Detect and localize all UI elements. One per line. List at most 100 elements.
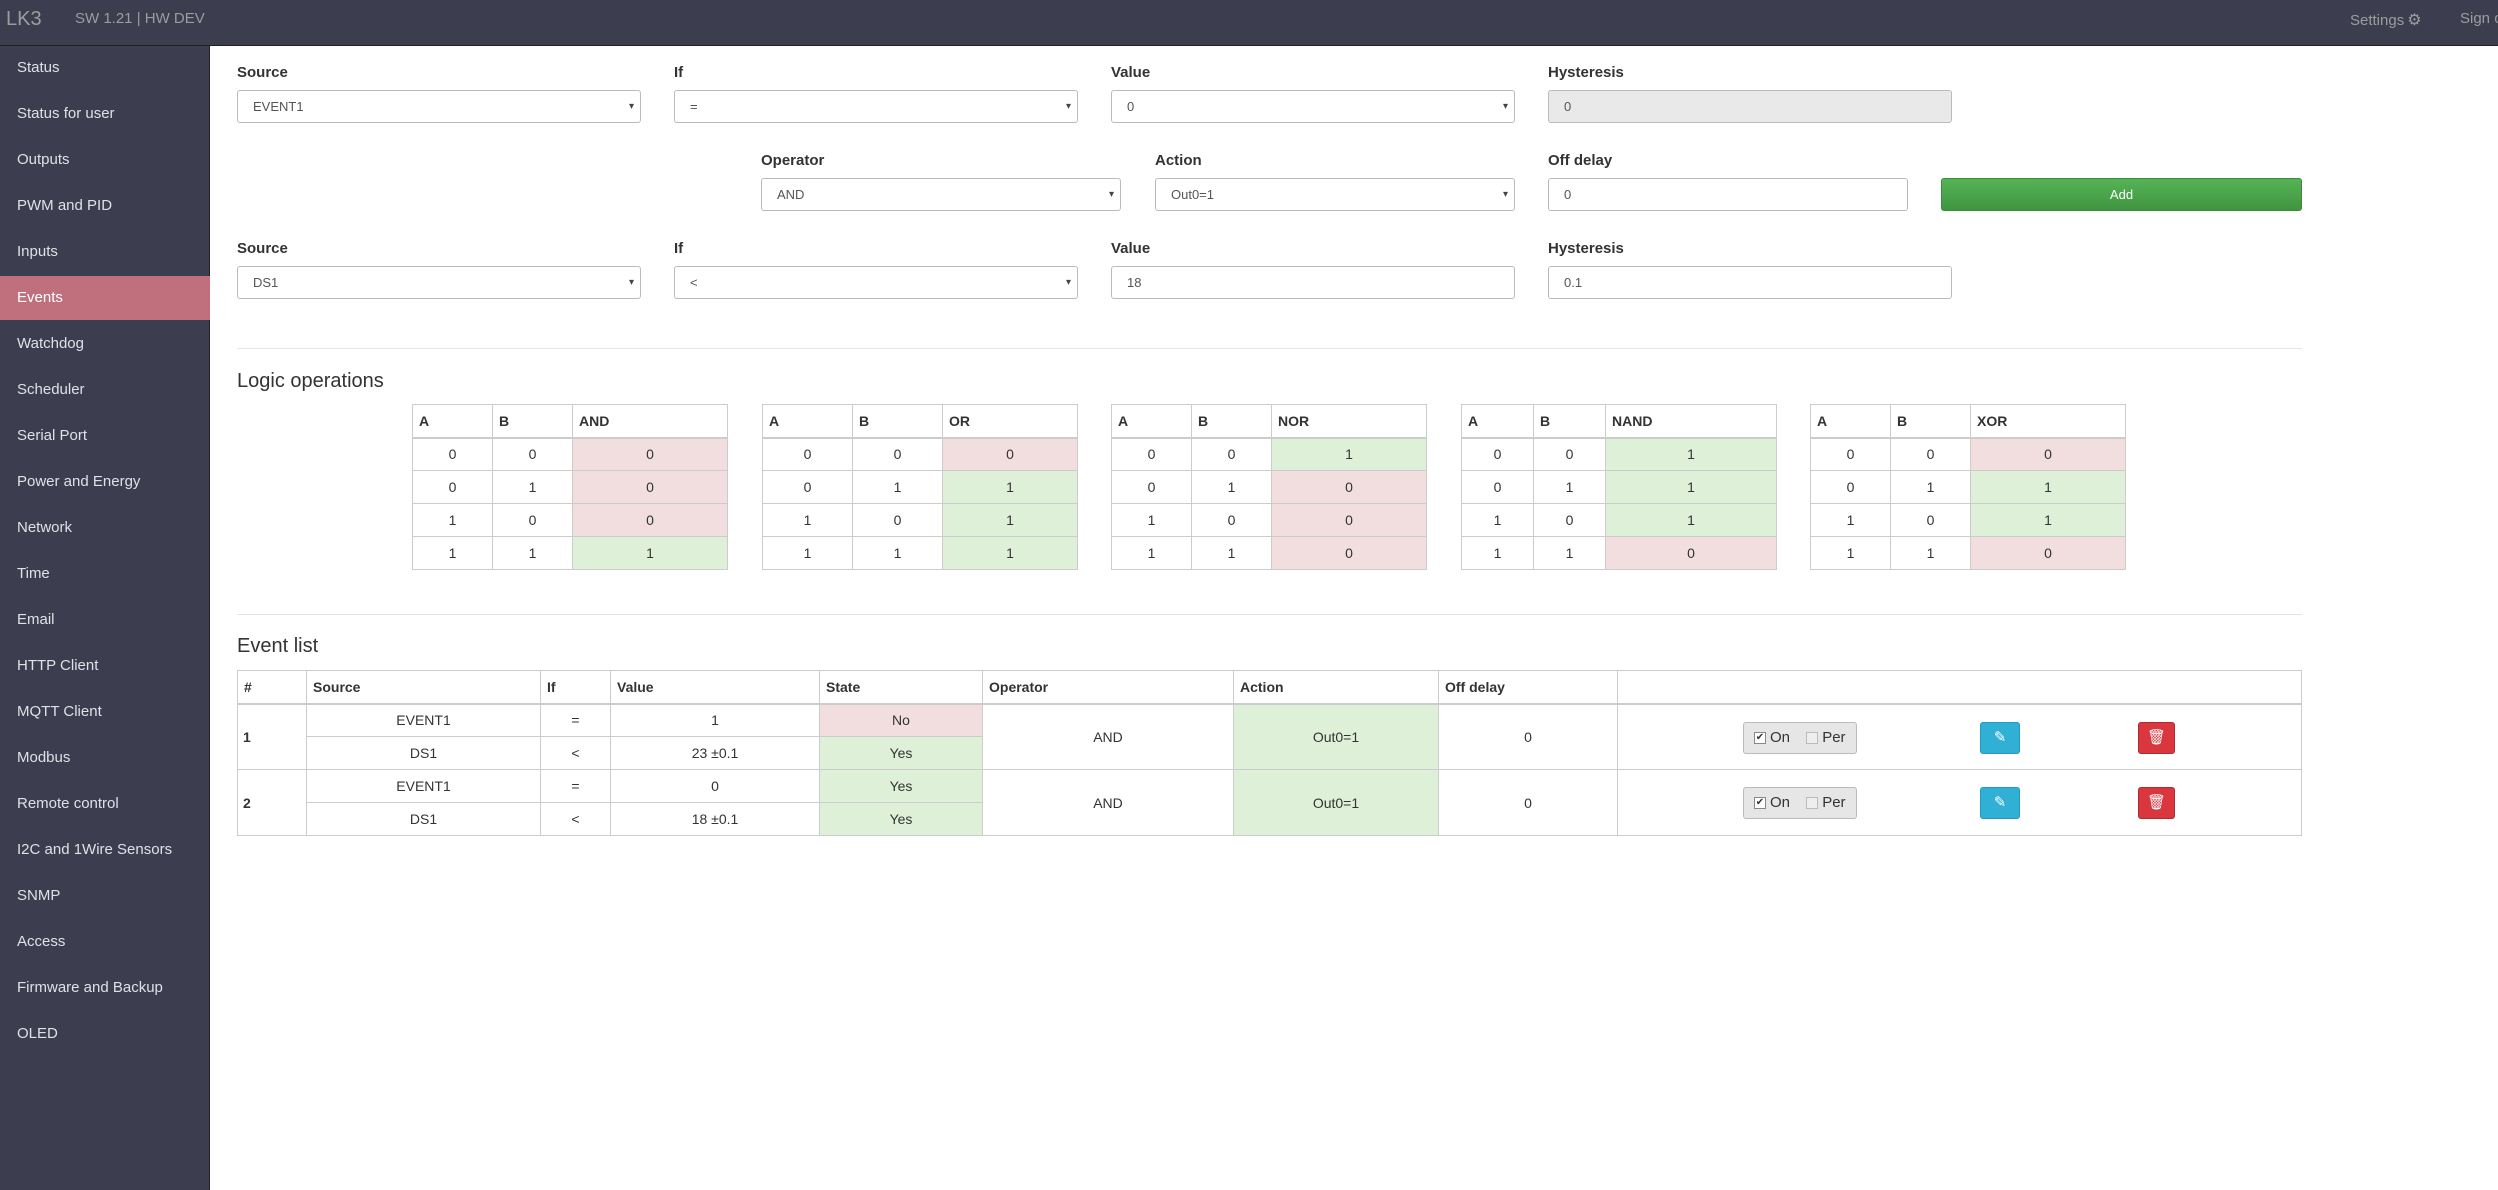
action-label: Action bbox=[1155, 152, 1202, 169]
on-checkbox[interactable]: ✔ bbox=[1754, 797, 1766, 810]
event-action: Out0=1 bbox=[1233, 769, 1439, 836]
sidebar-item-modbus[interactable]: Modbus bbox=[17, 749, 71, 766]
top-navbar: LK3 SW 1.21 | HW DEV Settings⚙ Sign out bbox=[0, 0, 2498, 46]
chevron-down-icon: ▾ bbox=[628, 277, 634, 288]
sidebar-item-serial-port[interactable]: Serial Port bbox=[17, 427, 88, 444]
sidebar-item-status[interactable]: Status bbox=[17, 59, 60, 76]
value-label-1: Value bbox=[1111, 64, 1151, 81]
table-row: DS1 < 23 ±0.1 Yes bbox=[238, 736, 2302, 770]
operator-select[interactable]: AND ▾ bbox=[761, 178, 1121, 211]
source-select-1[interactable]: EVENT1 ▾ bbox=[237, 90, 641, 123]
value-label-2: Value bbox=[1111, 240, 1151, 257]
hysteresis-input-2[interactable]: 0.1 bbox=[1548, 266, 1952, 299]
sidebar-item-snmp[interactable]: SNMP bbox=[17, 887, 61, 904]
cell: 0 bbox=[1533, 437, 1606, 471]
col-controls bbox=[1617, 670, 2302, 705]
sidebar-item-i2c-1wire[interactable]: I2C and 1Wire Sensors bbox=[17, 841, 173, 858]
sidebar-item-power-and-energy[interactable]: Power and Energy bbox=[17, 473, 141, 490]
trash-icon: 🗑 bbox=[2146, 728, 2167, 746]
cell: 1 bbox=[1810, 503, 1891, 537]
off-delay-input[interactable]: 0 bbox=[1548, 178, 1908, 211]
table-row: DS1 < 18 ±0.1 Yes bbox=[238, 802, 2302, 836]
per-checkbox[interactable] bbox=[1806, 797, 1819, 810]
edit-button[interactable]: ✎ bbox=[1980, 787, 2020, 819]
cell: 1 bbox=[762, 503, 853, 537]
col-op: NAND bbox=[1605, 404, 1777, 439]
col-operator: Operator bbox=[982, 670, 1234, 705]
sidebar-item-pwm-and-pid[interactable]: PWM and PID bbox=[17, 197, 113, 214]
event-source: EVENT1 bbox=[306, 769, 541, 803]
cell: 1 bbox=[412, 536, 493, 570]
sidebar-item-network[interactable]: Network bbox=[17, 519, 73, 536]
cell: 1 bbox=[412, 503, 493, 537]
if-label-1: If bbox=[674, 64, 684, 81]
settings-link[interactable]: Settings ⚙ bbox=[2350, 10, 2422, 30]
sidebar-item-events[interactable]: Events bbox=[0, 276, 210, 320]
sidebar-item-watchdog[interactable]: Watchdog bbox=[17, 335, 84, 352]
sidebar-item-http-client[interactable]: HTTP Client bbox=[17, 657, 99, 674]
sidebar-item-firmware-backup[interactable]: Firmware and Backup bbox=[17, 979, 163, 996]
sidebar-item-remote-control[interactable]: Remote control bbox=[17, 795, 119, 812]
gear-icon: ⚙ bbox=[2407, 12, 2422, 29]
cell: 0 bbox=[1890, 503, 1971, 537]
sidebar-item-inputs[interactable]: Inputs bbox=[17, 243, 58, 260]
on-checkbox[interactable]: ✔ bbox=[1754, 731, 1766, 744]
if-select-2[interactable]: < ▾ bbox=[674, 266, 1078, 299]
col-state: State bbox=[819, 670, 983, 705]
signout-link[interactable]: Sign out bbox=[2460, 10, 2498, 27]
sidebar-item-time[interactable]: Time bbox=[17, 565, 50, 582]
col-b: B bbox=[852, 404, 943, 439]
event-value: 0 bbox=[610, 769, 820, 803]
action-select[interactable]: Out0=1 ▾ bbox=[1155, 178, 1515, 211]
hysteresis-label-2: Hysteresis bbox=[1548, 240, 1624, 257]
result-cell: 0 bbox=[1271, 503, 1427, 537]
delete-button[interactable]: 🗑 bbox=[2138, 721, 2175, 754]
sidebar-item-outputs[interactable]: Outputs bbox=[17, 151, 70, 168]
source-select-1-value: EVENT1 bbox=[253, 99, 304, 114]
add-button[interactable]: Add bbox=[1941, 178, 2302, 211]
per-checkbox[interactable] bbox=[1806, 731, 1819, 744]
delete-button[interactable]: 🗑 bbox=[2138, 787, 2175, 819]
col-a: A bbox=[762, 404, 853, 439]
cell: 0 bbox=[1533, 503, 1606, 537]
if-label-2: If bbox=[674, 240, 684, 257]
result-cell: 1 bbox=[942, 536, 1078, 570]
result-cell: 0 bbox=[1271, 470, 1427, 504]
event-number: 2 bbox=[237, 769, 307, 836]
col-a: A bbox=[1111, 404, 1192, 439]
value-input-2[interactable]: 18 bbox=[1111, 266, 1515, 299]
cell: 0 bbox=[492, 503, 573, 537]
sidebar-item-mqtt-client[interactable]: MQTT Client bbox=[17, 703, 102, 720]
event-controls: ✔ On Per ✎ 🗑 bbox=[1617, 769, 2302, 836]
event-operator: AND bbox=[982, 703, 1234, 770]
value-select-1[interactable]: 0 ▾ bbox=[1111, 90, 1515, 123]
cell: 1 bbox=[1191, 470, 1272, 504]
source-label-1: Source bbox=[237, 64, 288, 81]
value-select-1-value: 0 bbox=[1127, 99, 1135, 114]
table-row: 2 EVENT1 = 0 Yes AND Out0=1 0 ✔ On Per ✎ … bbox=[237, 769, 2302, 836]
sidebar-item-scheduler[interactable]: Scheduler bbox=[17, 381, 85, 398]
event-source: DS1 bbox=[306, 736, 541, 770]
event-list-table: # Source If Value State Operator Action … bbox=[237, 670, 2302, 836]
cell: 1 bbox=[762, 536, 853, 570]
cell: 1 bbox=[1111, 536, 1192, 570]
brand-logo[interactable]: LK3 bbox=[6, 8, 42, 30]
source-select-2[interactable]: DS1 ▾ bbox=[237, 266, 641, 299]
cell: 1 bbox=[852, 470, 943, 504]
cell: 0 bbox=[1461, 437, 1534, 471]
event-action: Out0=1 bbox=[1233, 703, 1439, 770]
chevron-down-icon: ▾ bbox=[1065, 277, 1071, 288]
sidebar-item-access[interactable]: Access bbox=[17, 933, 66, 950]
sidebar-item-status-for-user[interactable]: Status for user bbox=[17, 105, 115, 122]
version-label: SW 1.21 | HW DEV bbox=[75, 10, 205, 27]
event-if: < bbox=[540, 736, 611, 770]
col-source: Source bbox=[306, 670, 541, 705]
if-select-1[interactable]: = ▾ bbox=[674, 90, 1078, 123]
edit-button[interactable]: ✎ bbox=[1980, 721, 2020, 754]
sidebar-item-email[interactable]: Email bbox=[17, 611, 55, 628]
sidebar-item-oled[interactable]: OLED bbox=[17, 1025, 58, 1042]
cell: 0 bbox=[1810, 470, 1891, 504]
col-a: A bbox=[412, 404, 493, 439]
hysteresis-input-1[interactable]: 0 bbox=[1548, 90, 1952, 123]
